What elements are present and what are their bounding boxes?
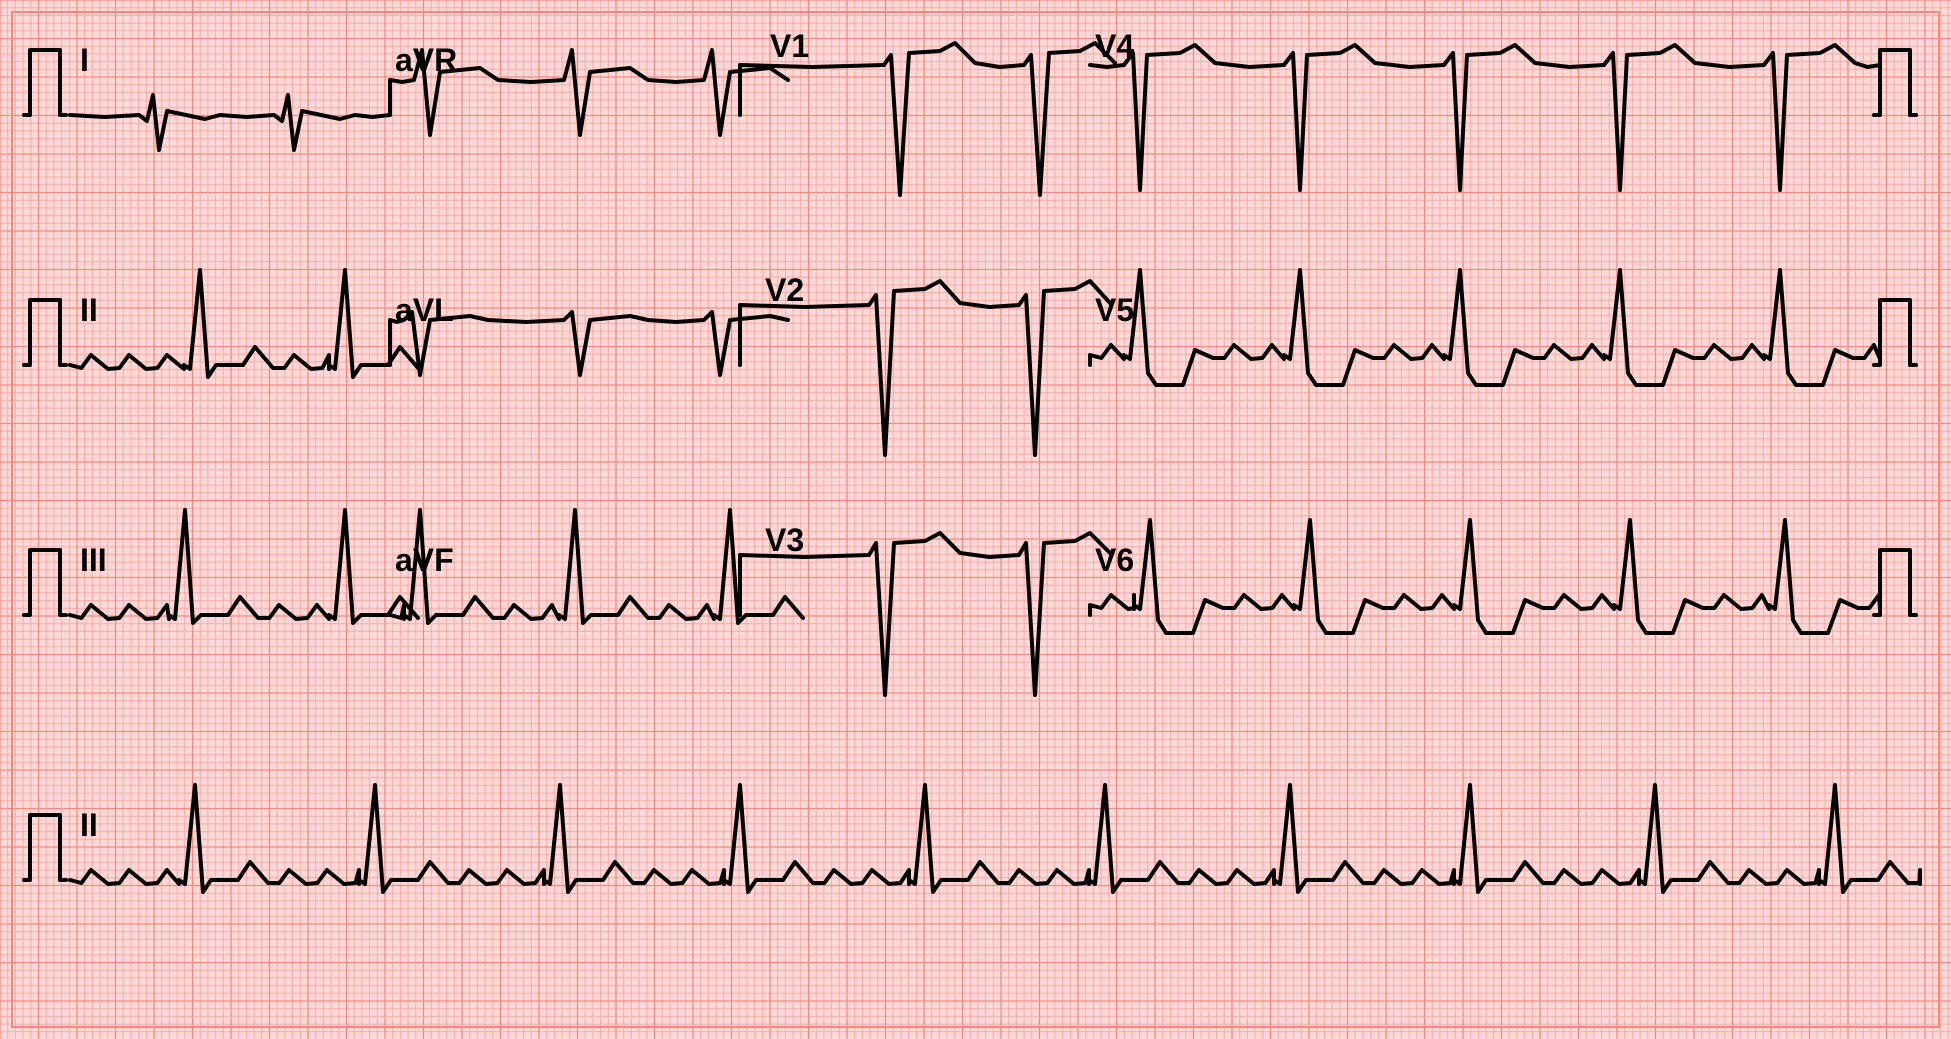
lead-label-v2: V2 [765, 272, 804, 309]
lead-label-v4: V4 [1095, 28, 1134, 65]
lead-label-iii: III [80, 542, 107, 579]
lead-label-avf: aVF [395, 542, 454, 579]
lead-label-v1: V1 [770, 28, 809, 65]
lead-label-i: I [80, 42, 89, 79]
lead-label-v5: V5 [1095, 292, 1134, 329]
ecg-12-lead: IaVR V1 V4 II aVL V2 V5 III aVF V3 V6 II [0, 0, 1951, 1039]
ecg-svg [0, 0, 1951, 1039]
lead-label-ii: II [80, 807, 98, 844]
lead-label-avr: aVR [395, 42, 457, 79]
lead-label-v6: V6 [1095, 542, 1134, 579]
lead-label-avl: aVL [395, 292, 454, 329]
lead-label-ii: II [80, 292, 98, 329]
lead-label-v3: V3 [765, 522, 804, 559]
